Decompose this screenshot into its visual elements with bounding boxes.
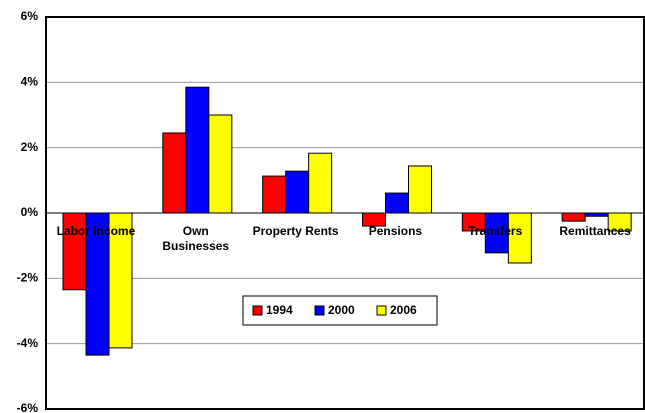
legend-label: 2006 [390,303,417,317]
bar [408,165,432,214]
y-tick-label: 6% [21,9,39,23]
legend-swatch [376,305,387,316]
x-tick-label: Own Businesses [162,224,230,253]
bar [185,86,210,214]
y-tick-label: -4% [17,336,39,350]
legend-swatch [252,305,263,316]
x-tick-label: Transfers [468,224,523,238]
x-tick-label: Labor Income [56,224,136,238]
x-tick-label: Property Rents [252,224,339,238]
y-tick-label: 2% [21,140,39,154]
legend-label: 1994 [266,303,293,317]
bar [162,132,187,214]
bar [561,212,586,222]
y-tick-label: -6% [17,401,39,413]
y-tick-label: 4% [21,75,39,89]
bar [308,152,333,214]
x-tick-label: Pensions [368,224,423,238]
bar [285,170,310,214]
bar [208,114,233,214]
legend-label: 2000 [328,303,355,317]
legend-swatch [314,305,325,316]
x-tick-label: Remittances [559,224,631,238]
y-tick-label: -2% [17,271,39,285]
legend-box [242,295,438,326]
bar [385,192,409,214]
y-tick-label: 0% [21,205,39,219]
bar [262,175,287,214]
